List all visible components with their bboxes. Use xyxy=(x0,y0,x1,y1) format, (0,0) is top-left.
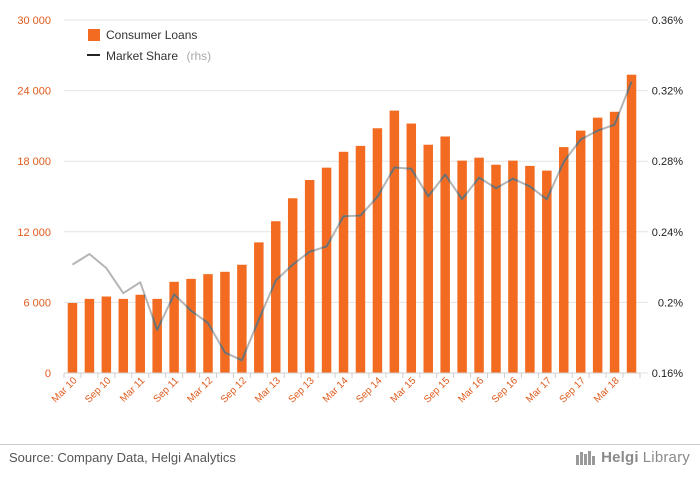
brand-logo[interactable]: Helgi Library xyxy=(575,449,690,466)
y-left-tick-label: 24 000 xyxy=(17,86,51,98)
brand-name-light: Library xyxy=(642,449,690,466)
y-left-tick-label: 6 000 xyxy=(23,297,51,309)
bar-consumer-loans xyxy=(152,298,162,373)
bar-consumer-loans xyxy=(508,160,518,373)
x-tick-label: Sep 13 xyxy=(287,375,317,405)
bar-consumer-loans xyxy=(592,117,603,373)
bar-consumer-loans xyxy=(575,130,586,373)
bar-consumer-loans xyxy=(338,151,349,373)
x-tick-label: Mar 14 xyxy=(321,375,351,405)
x-tick-label: Mar 12 xyxy=(185,375,215,405)
y-left-tick-label: 30 000 xyxy=(17,15,51,27)
x-tick-label: Sep 14 xyxy=(354,375,384,405)
bar-consumer-loans xyxy=(254,242,264,373)
y-left-tick-label: 18 000 xyxy=(17,156,51,168)
bar-consumer-loans xyxy=(542,170,552,373)
bar-consumer-loans xyxy=(84,298,95,373)
bar-consumer-loans xyxy=(355,145,366,373)
bar-consumer-loans xyxy=(304,180,315,373)
axis-layer: 0 6 000 12 000 18 000 24 000 30 000 0.16% 0.2% 0… xyxy=(17,15,683,406)
legend: Consumer Loans Market Share (rhs) xyxy=(87,28,211,64)
y-right-tick-label: 0.24% xyxy=(652,227,683,239)
source-note: Source: Company Data, Helgi Analytics xyxy=(9,450,236,465)
bar-consumer-loans xyxy=(559,147,569,373)
bar-consumer-loans xyxy=(67,302,78,373)
x-tick-label: Mar 10 xyxy=(50,375,80,405)
bar-consumer-loans xyxy=(118,298,129,373)
bar-consumer-loans xyxy=(474,157,484,373)
x-tick-label: Mar 17 xyxy=(524,375,554,405)
bar-consumer-loans xyxy=(525,165,535,373)
y-right-tick-label: 0.36% xyxy=(652,15,683,27)
bar-consumer-loans xyxy=(457,160,467,373)
x-tick-label: Mar 13 xyxy=(253,375,283,405)
x-tick-label: Sep 11 xyxy=(152,375,182,405)
bar-consumer-loans xyxy=(491,164,501,373)
bar-consumer-loans xyxy=(101,296,112,373)
bar-consumer-loans xyxy=(287,198,298,373)
y-right-tick-label: 0.2% xyxy=(658,297,683,309)
bar-consumer-loans xyxy=(169,281,179,373)
x-tick-label: Mar 16 xyxy=(456,375,486,405)
bar-consumer-loans xyxy=(423,144,433,373)
x-tick-label: Sep 17 xyxy=(558,375,588,405)
legend-label-market-share: Market Share (rhs) xyxy=(106,47,211,64)
bar-consumer-loans xyxy=(186,278,196,373)
bar-consumer-loans xyxy=(609,111,620,373)
y-left-tick-label: 12 000 xyxy=(17,227,51,239)
x-tick-label: Sep 10 xyxy=(83,375,113,405)
legend-label-market-share-name: Market Share xyxy=(106,49,178,63)
bars-layer xyxy=(67,74,637,374)
legend-label-consumer-loans: Consumer Loans xyxy=(106,28,197,42)
legend-swatch-consumer-loans xyxy=(88,29,100,41)
line-layer xyxy=(71,81,633,362)
bar-consumer-loans xyxy=(440,136,450,373)
bar-consumer-loans xyxy=(406,123,417,374)
y-right-tick-label: 0.28% xyxy=(652,156,683,168)
y-left-tick-label: 0 xyxy=(45,368,51,380)
bar-consumer-loans xyxy=(135,294,145,373)
x-tick-label: Sep 15 xyxy=(422,375,452,405)
bar-consumer-loans xyxy=(321,167,332,373)
brand-name-bold: Helgi xyxy=(601,449,639,466)
bar-consumer-loans xyxy=(626,74,637,373)
x-tick-label: Mar 11 xyxy=(118,375,148,405)
bar-consumer-loans xyxy=(220,271,230,373)
legend-label-market-share-rhs: (rhs) xyxy=(186,49,211,63)
y-right-tick-label: 0.16% xyxy=(652,368,683,380)
line-market-share xyxy=(71,81,633,362)
x-tick-label: Sep 12 xyxy=(219,375,249,405)
library-icon xyxy=(576,450,596,465)
chart-svg: 0 6 000 12 000 18 000 24 000 30 000 0.16% 0.2% 0… xyxy=(17,15,683,406)
y-right-tick-label: 0.32% xyxy=(652,86,683,98)
bar-consumer-loans xyxy=(271,221,281,373)
x-tick-label: Mar 18 xyxy=(592,375,622,405)
x-tick-label: Sep 16 xyxy=(490,375,520,405)
bar-consumer-loans xyxy=(389,110,400,373)
x-tick-label: Mar 15 xyxy=(389,375,419,405)
bar-consumer-loans xyxy=(372,128,383,373)
bar-consumer-loans xyxy=(237,264,247,373)
footer-divider xyxy=(0,444,700,445)
